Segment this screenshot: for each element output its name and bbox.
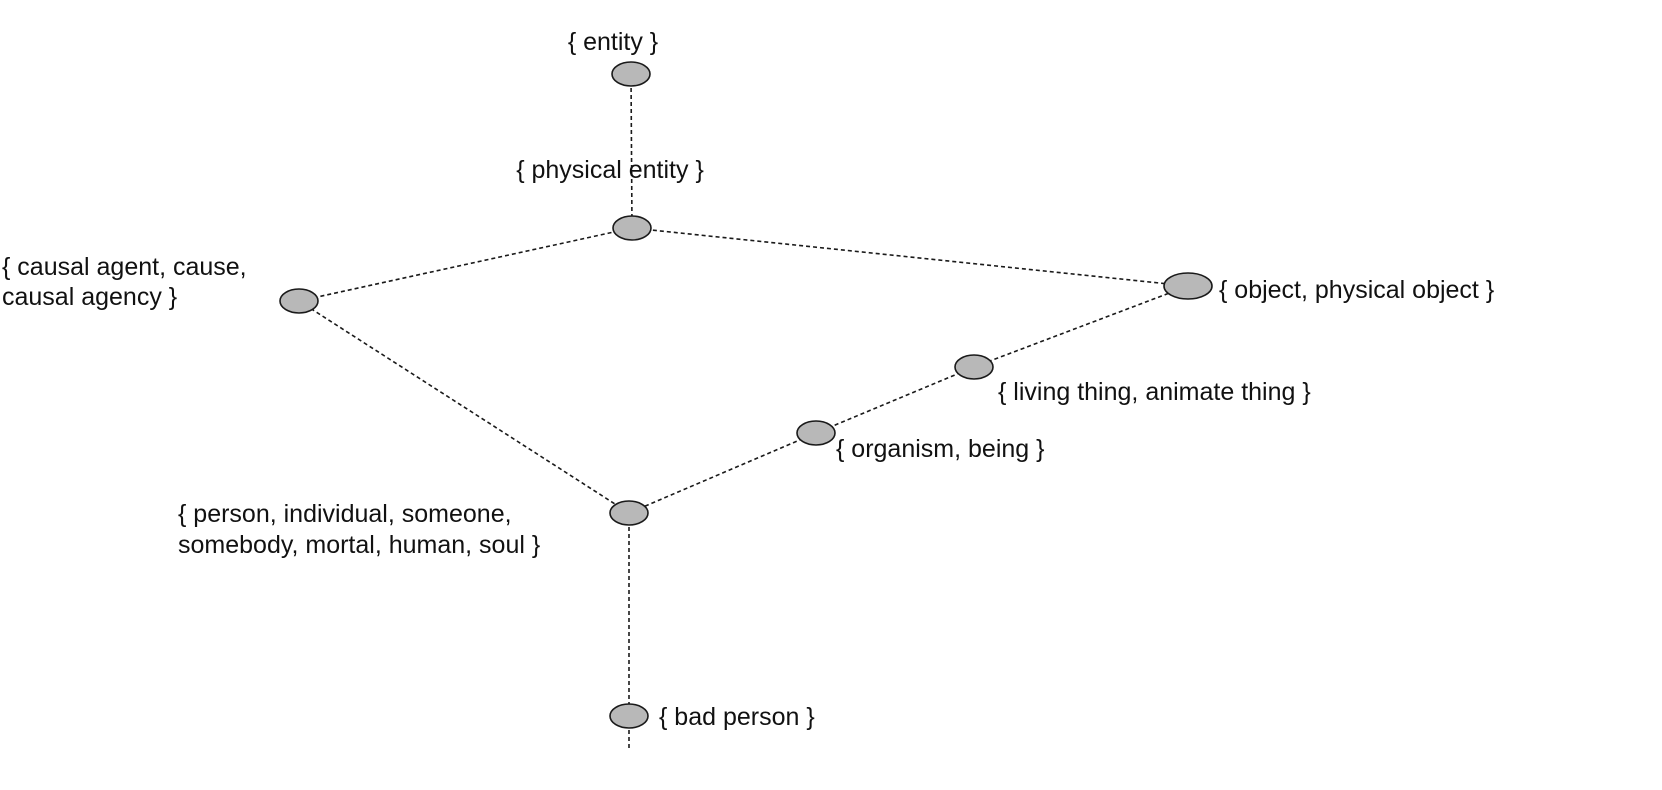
node-bad-person — [609, 703, 649, 729]
label-causal-agent-line-2: causal agency } — [2, 283, 177, 311]
edge-physical-entity-to-causal-agent — [298, 227, 633, 302]
label-person-line-2: somebody, mortal, human, soul } — [178, 531, 540, 559]
label-entity: { entity } — [568, 28, 658, 56]
node-organism — [796, 420, 836, 446]
edge-object-to-living-thing — [973, 285, 1189, 368]
edge-physical-entity-to-object — [631, 227, 1189, 287]
labels-layer: { entity } { physical entity } { causal ag… — [2, 28, 1494, 731]
edges-layer — [298, 73, 1189, 748]
node-living-thing — [954, 354, 994, 380]
node-causal-agent — [279, 288, 319, 314]
node-object — [1163, 272, 1213, 300]
nodes-layer — [279, 61, 1213, 729]
edge-living-thing-to-organism — [815, 366, 975, 434]
node-entity — [611, 61, 651, 87]
label-organism: { organism, being } — [836, 435, 1044, 463]
label-physical-entity: { physical entity } — [516, 156, 704, 184]
label-bad-person: { bad person } — [659, 703, 815, 731]
label-living-thing: { living thing, animate thing } — [998, 378, 1311, 406]
edge-causal-agent-to-person — [298, 300, 630, 514]
node-physical-entity — [612, 215, 652, 241]
label-object: { object, physical object } — [1219, 276, 1494, 304]
edge-organism-to-person — [628, 432, 817, 514]
label-causal-agent-line-1: { causal agent, cause, — [2, 253, 247, 281]
label-person-line-1: { person, individual, someone, — [178, 500, 512, 528]
node-person — [609, 500, 649, 526]
edge-entity-to-physical-entity — [630, 73, 633, 229]
